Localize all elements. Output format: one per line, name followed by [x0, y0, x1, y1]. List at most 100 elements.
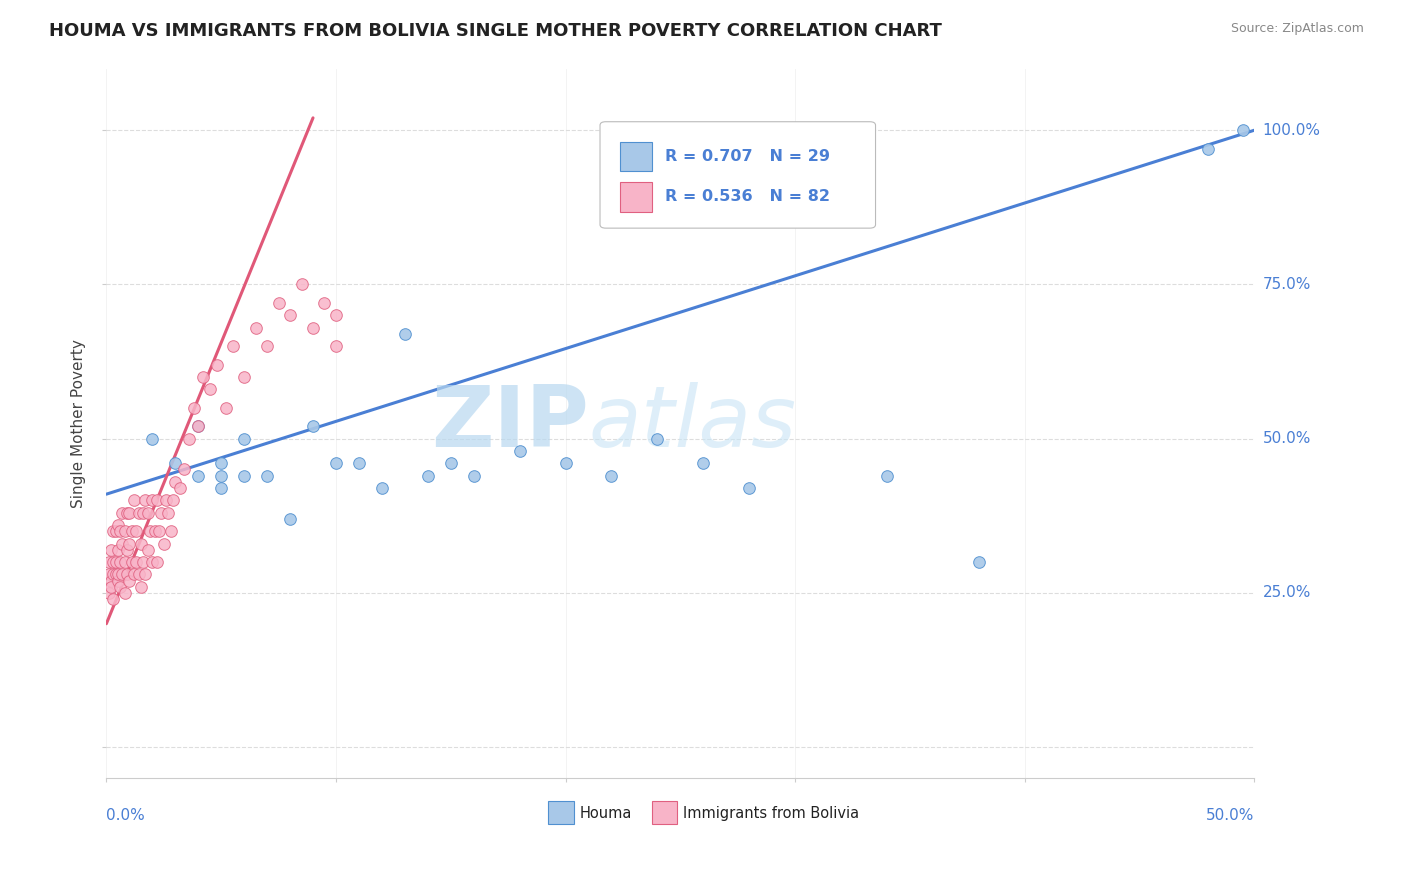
Point — [1232, 123, 1254, 137]
Point — [233, 370, 256, 384]
Point — [134, 493, 156, 508]
Text: Houma: Houma — [579, 805, 631, 821]
Point — [103, 555, 125, 569]
Point — [122, 567, 145, 582]
Point — [416, 468, 439, 483]
Point — [162, 493, 184, 508]
Point — [440, 456, 463, 470]
Point — [97, 555, 120, 569]
Point — [122, 493, 145, 508]
Point — [245, 320, 267, 334]
Bar — [620, 182, 651, 211]
Point — [302, 419, 325, 434]
Point — [141, 555, 163, 569]
Point — [125, 524, 148, 538]
Point — [129, 536, 152, 550]
Point — [103, 524, 125, 538]
Point — [509, 444, 531, 458]
Point — [121, 524, 143, 538]
Point — [139, 524, 162, 538]
Text: 50.0%: 50.0% — [1263, 431, 1310, 446]
Point — [215, 401, 238, 415]
Bar — [651, 801, 676, 824]
Point — [1197, 142, 1219, 156]
Text: 100.0%: 100.0% — [1263, 123, 1320, 137]
Point — [97, 567, 120, 582]
Point — [114, 586, 136, 600]
Point — [107, 518, 129, 533]
Point — [114, 524, 136, 538]
Point — [100, 574, 122, 588]
Text: HOUMA VS IMMIGRANTS FROM BOLIVIA SINGLE MOTHER POVERTY CORRELATION CHART: HOUMA VS IMMIGRANTS FROM BOLIVIA SINGLE … — [49, 22, 942, 40]
Point — [314, 296, 336, 310]
Text: R = 0.536   N = 82: R = 0.536 N = 82 — [665, 189, 831, 204]
Point — [967, 555, 990, 569]
Point — [115, 567, 138, 582]
Point — [221, 339, 243, 353]
Point — [256, 468, 278, 483]
Point — [209, 456, 232, 470]
Text: Source: ZipAtlas.com: Source: ZipAtlas.com — [1230, 22, 1364, 36]
Point — [209, 481, 232, 495]
Point — [371, 481, 394, 495]
Text: 75.0%: 75.0% — [1263, 277, 1310, 292]
Point — [150, 506, 173, 520]
Point — [118, 506, 141, 520]
Text: 0.0%: 0.0% — [107, 808, 145, 823]
Point — [325, 339, 347, 353]
Text: 50.0%: 50.0% — [1206, 808, 1254, 823]
Point — [97, 586, 120, 600]
Point — [104, 555, 127, 569]
Point — [187, 419, 209, 434]
Point — [136, 506, 159, 520]
Y-axis label: Single Mother Poverty: Single Mother Poverty — [72, 339, 86, 508]
Point — [104, 524, 127, 538]
Point — [325, 308, 347, 322]
Point — [325, 456, 347, 470]
Point — [103, 592, 125, 607]
Point — [141, 493, 163, 508]
Point — [104, 567, 127, 582]
Point — [165, 475, 187, 489]
Point — [128, 506, 150, 520]
Point — [111, 567, 134, 582]
Point — [278, 512, 301, 526]
Text: Immigrants from Bolivia: Immigrants from Bolivia — [683, 805, 859, 821]
Point — [146, 555, 169, 569]
Point — [187, 468, 209, 483]
Point — [121, 555, 143, 569]
Point — [103, 567, 125, 582]
Point — [132, 506, 155, 520]
Point — [118, 574, 141, 588]
Point — [347, 456, 370, 470]
Point — [114, 555, 136, 569]
Point — [290, 277, 312, 292]
Point — [108, 555, 131, 569]
Point — [191, 370, 214, 384]
Point — [600, 468, 623, 483]
Text: R = 0.707   N = 29: R = 0.707 N = 29 — [665, 149, 831, 164]
Point — [173, 462, 195, 476]
Point — [267, 296, 290, 310]
Point — [107, 567, 129, 582]
Text: ZIP: ZIP — [430, 382, 589, 465]
Point — [111, 536, 134, 550]
Point — [108, 580, 131, 594]
Point — [155, 493, 177, 508]
Point — [143, 524, 166, 538]
Point — [148, 524, 170, 538]
Point — [152, 536, 174, 550]
Point — [463, 468, 485, 483]
Point — [554, 456, 576, 470]
Text: atlas: atlas — [589, 382, 797, 465]
FancyBboxPatch shape — [600, 121, 876, 228]
Point — [177, 432, 200, 446]
Point — [198, 382, 221, 396]
Point — [132, 555, 155, 569]
Point — [256, 339, 278, 353]
Point — [233, 468, 256, 483]
Point — [187, 419, 209, 434]
Point — [157, 506, 180, 520]
Bar — [620, 142, 651, 171]
Point — [302, 320, 325, 334]
